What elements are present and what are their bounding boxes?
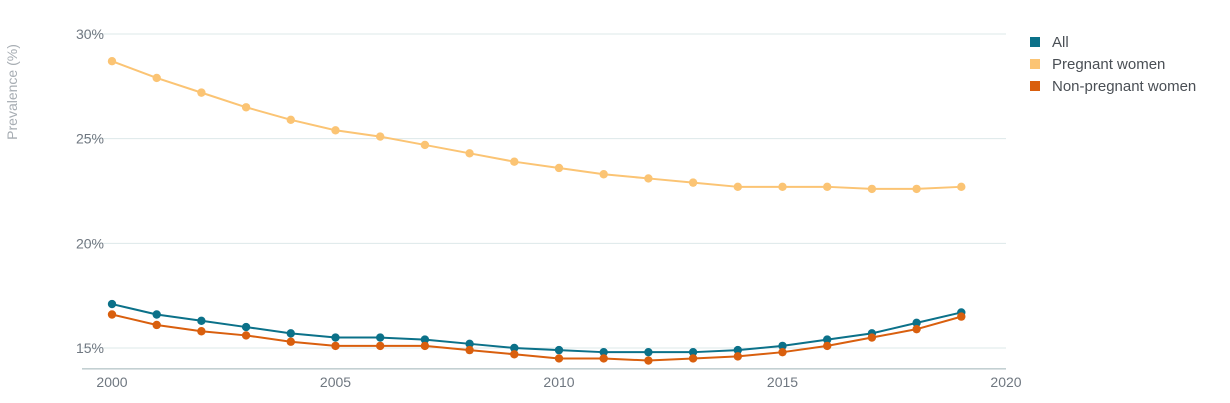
data-point-all[interactable] <box>197 316 206 325</box>
y-axis: 15% 20% 25% 30% <box>76 26 104 356</box>
data-point-all[interactable] <box>420 335 430 344</box>
data-point-pregnant-women[interactable] <box>823 182 832 192</box>
legend-swatch <box>1030 59 1040 69</box>
data-point-all[interactable] <box>823 335 832 344</box>
data-point-all[interactable] <box>331 333 340 342</box>
x-tick-label: 2000 <box>96 374 127 390</box>
y-tick-label: 15% <box>76 340 104 356</box>
data-point-non-pregnant-women[interactable] <box>912 324 921 334</box>
legend-swatch <box>1030 81 1040 91</box>
legend-swatch <box>1030 37 1040 47</box>
data-point-all[interactable] <box>107 299 117 309</box>
data-point-non-pregnant-women[interactable] <box>197 327 206 336</box>
data-point-non-pregnant-women[interactable] <box>241 331 251 340</box>
data-point-pregnant-women[interactable] <box>644 174 653 183</box>
data-point-pregnant-women[interactable] <box>465 149 474 158</box>
legend-label: Pregnant women <box>1052 56 1165 73</box>
y-tick-label: 20% <box>76 235 104 251</box>
data-point-non-pregnant-women[interactable] <box>733 352 742 361</box>
series-line-pregnant-women <box>111 60 963 190</box>
data-point-pregnant-women[interactable] <box>286 115 295 125</box>
data-point-non-pregnant-women[interactable] <box>510 350 519 359</box>
data-point-all[interactable] <box>733 345 742 355</box>
data-point-non-pregnant-women[interactable] <box>286 337 295 346</box>
data-point-pregnant-women[interactable] <box>957 182 966 192</box>
series-line-all <box>111 303 963 354</box>
data-point-all[interactable] <box>912 318 921 328</box>
legend-item-non-pregnant-women[interactable]: Non-pregnant women <box>1030 78 1196 95</box>
data-point-pregnant-women[interactable] <box>510 157 519 166</box>
data-point-pregnant-women[interactable] <box>376 132 385 141</box>
series-non-pregnant-women <box>107 310 966 365</box>
data-point-pregnant-women[interactable] <box>688 178 698 187</box>
data-point-pregnant-women[interactable] <box>912 184 921 194</box>
data-point-pregnant-women[interactable] <box>197 88 206 97</box>
data-point-pregnant-women[interactable] <box>107 57 117 66</box>
y-tick-label: 25% <box>76 131 104 147</box>
legend[interactable]: All Pregnant women Non-pregnant women <box>1030 34 1196 95</box>
data-point-all[interactable] <box>152 310 161 319</box>
data-point-pregnant-women[interactable] <box>867 184 877 194</box>
data-point-all[interactable] <box>599 347 608 357</box>
gridlines <box>82 33 1006 349</box>
series-pregnant-women <box>107 57 966 194</box>
legend-label: All <box>1052 34 1069 51</box>
x-tick-label: 2005 <box>320 374 351 390</box>
data-point-non-pregnant-women[interactable] <box>778 347 787 357</box>
series-lines <box>107 57 966 365</box>
legend-item-pregnant-women[interactable]: Pregnant women <box>1030 56 1165 73</box>
data-point-pregnant-women[interactable] <box>152 73 161 83</box>
data-point-all[interactable] <box>465 339 474 349</box>
data-point-pregnant-women[interactable] <box>241 103 251 112</box>
data-point-non-pregnant-women[interactable] <box>867 333 877 342</box>
x-tick-label: 2020 <box>990 374 1021 390</box>
data-point-non-pregnant-women[interactable] <box>644 356 653 365</box>
data-point-all[interactable] <box>510 343 519 353</box>
data-point-non-pregnant-women[interactable] <box>465 345 474 355</box>
data-point-pregnant-women[interactable] <box>733 182 742 192</box>
data-point-pregnant-women[interactable] <box>420 140 430 150</box>
data-point-non-pregnant-women[interactable] <box>957 312 966 321</box>
data-point-pregnant-women[interactable] <box>554 163 564 173</box>
data-point-non-pregnant-women[interactable] <box>107 310 117 319</box>
data-point-all[interactable] <box>554 345 564 355</box>
legend-item-all[interactable]: All <box>1030 34 1069 51</box>
data-point-all[interactable] <box>644 347 653 357</box>
x-tick-label: 2015 <box>767 374 798 390</box>
data-point-non-pregnant-women[interactable] <box>554 354 564 363</box>
data-point-pregnant-women[interactable] <box>599 170 608 179</box>
data-point-non-pregnant-women[interactable] <box>420 341 430 351</box>
y-tick-label: 30% <box>76 26 104 42</box>
data-point-non-pregnant-women[interactable] <box>599 354 608 363</box>
data-point-all[interactable] <box>778 341 787 351</box>
legend-label: Non-pregnant women <box>1052 78 1196 95</box>
data-point-all[interactable] <box>286 329 295 338</box>
y-axis-title: Prevalence (%) <box>4 44 20 140</box>
data-point-non-pregnant-women[interactable] <box>331 341 340 351</box>
x-axis: 2000 2005 2010 2015 2020 <box>82 368 1022 390</box>
data-point-pregnant-women[interactable] <box>778 182 787 192</box>
x-tick-label: 2010 <box>543 374 574 390</box>
data-point-pregnant-women[interactable] <box>331 126 340 135</box>
data-point-all[interactable] <box>241 322 251 332</box>
data-point-non-pregnant-women[interactable] <box>376 341 385 351</box>
data-point-all[interactable] <box>688 347 698 357</box>
data-point-all[interactable] <box>376 333 385 342</box>
series-line-non-pregnant-women <box>111 313 963 362</box>
data-point-non-pregnant-women[interactable] <box>152 320 161 330</box>
data-point-non-pregnant-women[interactable] <box>688 354 698 363</box>
data-point-non-pregnant-women[interactable] <box>823 341 832 351</box>
